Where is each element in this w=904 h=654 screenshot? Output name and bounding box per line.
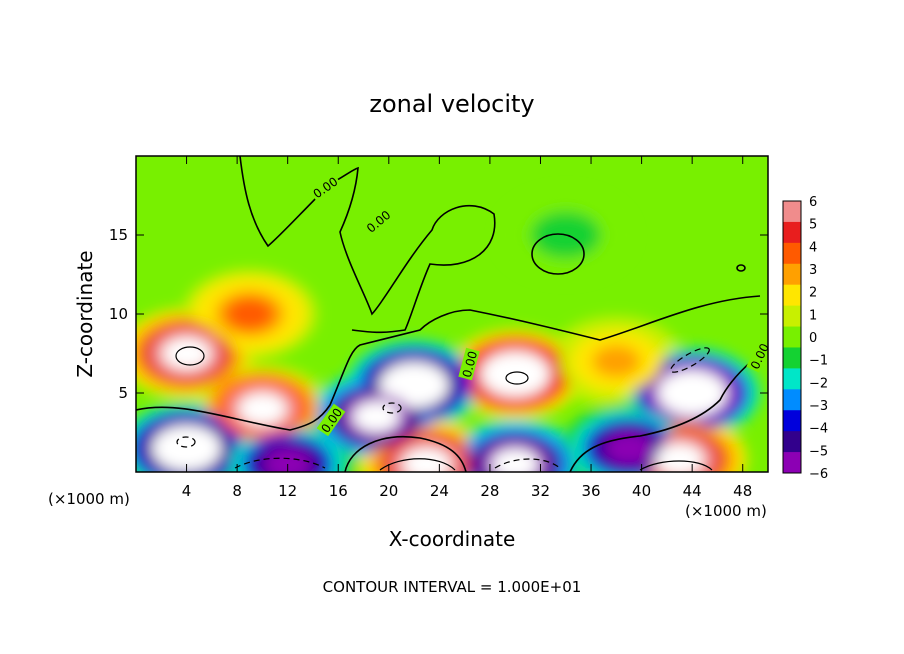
x-tick-label: 48	[733, 482, 752, 500]
positive-core-contour	[639, 460, 713, 471]
y-axis: 5 10 15	[109, 226, 768, 402]
inner-contours	[175, 346, 713, 471]
colorbar: 6 5 4 3 2 1 0 −1 −2 −3 −4 −5 −6	[782, 195, 828, 482]
field-feature	[390, 369, 439, 402]
field-feature	[655, 443, 704, 472]
field-feature	[491, 358, 540, 391]
field-feature	[402, 448, 451, 472]
colorbar-label: 3	[809, 263, 817, 278]
x-tick-label: 16	[329, 482, 348, 500]
colorbar-label: −1	[809, 354, 828, 369]
colorbar-swatch	[783, 347, 801, 369]
x-tick-label: 20	[379, 482, 398, 500]
colorbar-swatch	[783, 431, 801, 453]
positive-core-contour	[505, 371, 529, 385]
field-feature	[238, 392, 287, 425]
colorbar-label: 4	[809, 240, 817, 255]
colorbar-swatch	[783, 410, 801, 432]
colorbar-swatch	[783, 368, 801, 390]
field-feature	[162, 432, 211, 465]
zero-contour-right	[569, 349, 768, 472]
positive-core-contour	[379, 458, 456, 471]
colorbar-frame	[782, 200, 802, 474]
x-tick-label: 44	[683, 482, 702, 500]
x-unit-left: (×1000 m)	[48, 490, 130, 508]
zero-contour-middle	[136, 295, 761, 431]
x-axis: 4 8 12 16 20 24 28 32 36 40 44 48	[182, 156, 752, 500]
y-tick-label: 15	[109, 226, 128, 244]
velocity-field	[136, 190, 760, 472]
colorbar-swatch	[783, 221, 801, 244]
zero-contour-upper	[239, 156, 496, 334]
colorbar-label: −4	[809, 422, 828, 437]
field-feature	[162, 337, 211, 370]
colorbar-swatch	[783, 284, 801, 307]
colorbar-label: −5	[809, 444, 828, 459]
x-unit-right: (×1000 m)	[685, 502, 767, 520]
y-tick-label: 5	[118, 384, 128, 402]
colorbar-label: 2	[809, 286, 817, 301]
colorbar-label: −3	[809, 399, 828, 414]
negative-core-contour	[234, 457, 326, 469]
x-tick-label: 8	[232, 482, 242, 500]
negative-core-contour	[176, 436, 196, 448]
field-feature	[592, 345, 641, 378]
colorbar-swatch	[783, 201, 801, 223]
x-tick-label: 32	[531, 482, 550, 500]
plot-area: 0.00 0.00 0.00 0.00 0.00	[136, 156, 768, 472]
colorbar-label: 1	[809, 308, 817, 323]
zero-contours	[136, 156, 768, 472]
colorbar-label: −2	[809, 376, 828, 391]
positive-core-contour	[175, 346, 205, 366]
field-feature	[668, 377, 717, 409]
colorbar-swatch	[783, 452, 801, 474]
small-closed-contour	[736, 264, 746, 272]
negative-core-contour	[382, 402, 402, 414]
x-tick-label: 28	[480, 482, 499, 500]
colorbar-swatch	[783, 263, 801, 286]
x-axis-label: X-coordinate	[389, 527, 516, 551]
x-tick-label: 12	[278, 482, 297, 500]
colorbar-swatch	[783, 326, 801, 348]
negative-pocket-contour	[531, 233, 585, 275]
y-axis-label: Z-coordinate	[73, 250, 97, 377]
negative-core-contour	[670, 347, 710, 373]
chart-title: zonal velocity	[369, 90, 534, 118]
colorbar-swatch	[783, 389, 801, 411]
x-tick-label: 24	[430, 482, 449, 500]
field-feature	[225, 298, 274, 330]
field-feature	[491, 448, 540, 472]
colorbar-swatch	[783, 242, 801, 265]
x-tick-label: 40	[632, 482, 651, 500]
colorbar-swatch	[783, 305, 801, 328]
colorbar-label: −6	[809, 467, 828, 482]
x-tick-label: 4	[182, 482, 192, 500]
field-feature	[352, 400, 401, 433]
y-tick-label: 10	[109, 305, 128, 323]
contour-label: 0.00	[460, 350, 480, 379]
x-tick-label: 36	[581, 482, 600, 500]
field-feature	[263, 448, 312, 472]
colorbar-label: 0	[809, 331, 817, 346]
zero-contour-lower	[344, 436, 467, 472]
contour-interval-note: CONTOUR INTERVAL = 1.000E+01	[323, 578, 582, 596]
colorbar-label: 6	[809, 195, 817, 210]
negative-core-contour	[494, 458, 561, 469]
colorbar-label: 5	[809, 218, 817, 233]
